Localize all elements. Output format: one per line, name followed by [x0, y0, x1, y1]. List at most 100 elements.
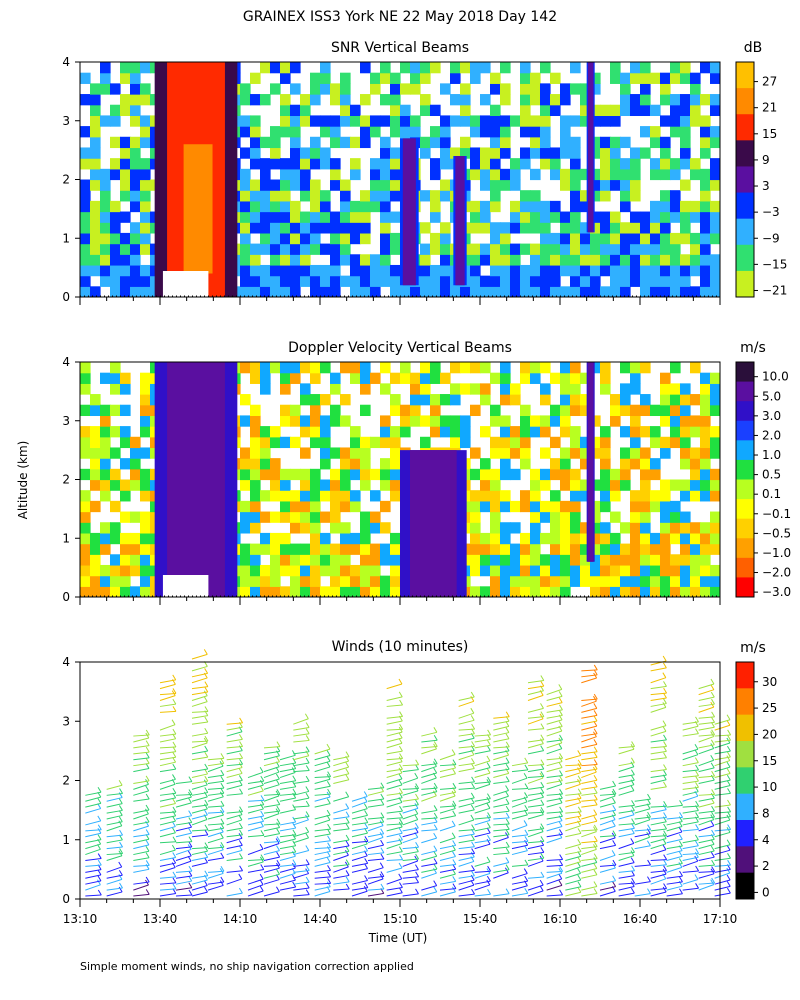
- wind-barb-shaft: [527, 685, 544, 690]
- wind-barb-flag: [305, 800, 310, 807]
- wind-barb-shaft: [527, 851, 544, 856]
- wind-barb-shaft: [474, 819, 491, 826]
- heatmap-cell: [570, 168, 581, 181]
- wind-barb-flag: [119, 829, 124, 836]
- wind-barb-shaft: [191, 750, 208, 755]
- heatmap-cell: [490, 511, 501, 523]
- wind-barb-shaft: [191, 834, 208, 838]
- heatmap-cell: [360, 479, 371, 491]
- heatmap-cell: [570, 158, 581, 170]
- wind-barb-flag: [559, 788, 564, 795]
- heatmap-cell: [660, 511, 671, 523]
- wind-barb-shaft: [474, 827, 491, 832]
- wind-barb-shaft: [682, 810, 699, 814]
- wind-barb-flag: [577, 868, 582, 874]
- wind-barb-shaft: [618, 814, 635, 820]
- heatmap-cell: [270, 436, 281, 449]
- wind-barb-shaft: [247, 869, 264, 873]
- wind-barb-flag: [726, 761, 731, 768]
- wind-barb-flag: [559, 866, 564, 872]
- wind-barb-flag: [593, 715, 598, 722]
- heatmap-cell: [290, 543, 301, 555]
- heatmap-cell: [560, 532, 571, 545]
- heatmap-cell: [370, 254, 381, 266]
- heatmap-cell: [490, 532, 501, 545]
- wind-barb-shaft: [402, 846, 419, 850]
- heatmap-cell: [500, 147, 511, 159]
- heatmap-cell: [520, 222, 531, 234]
- heatmap-cell: [290, 554, 301, 566]
- heatmap-cell: [130, 115, 141, 127]
- wind-barb-flag: [630, 881, 635, 887]
- wind-barb-shaft: [159, 811, 176, 814]
- wind-barb-shaft: [421, 777, 437, 784]
- heatmap-cell: [630, 254, 641, 266]
- heatmap-cell: [120, 136, 131, 149]
- heatmap-cell: [310, 490, 321, 502]
- wind-barb-shaft: [133, 881, 150, 885]
- wind-barb-flag: [345, 761, 350, 768]
- heatmap-cell: [470, 447, 481, 459]
- heatmap-cell: [290, 500, 301, 513]
- heatmap-cell: [600, 232, 611, 245]
- heatmap-cell: [520, 126, 531, 138]
- heatmap-cell: [130, 83, 141, 95]
- wind-barb-shaft: [263, 827, 280, 832]
- heatmap-cell: [280, 490, 291, 502]
- heatmap-cell: [280, 500, 291, 513]
- heatmap-cell: [140, 554, 151, 566]
- wind-barb-flag: [305, 865, 310, 871]
- wind-barb-shaft: [159, 849, 176, 856]
- heatmap-cell: [330, 158, 341, 170]
- heatmap-cell: [300, 554, 311, 566]
- wind-barb-shaft: [698, 850, 715, 856]
- wind-barb-shaft: [85, 832, 102, 838]
- wind-barb-shaft: [386, 742, 403, 749]
- heatmap-cell: [290, 179, 301, 191]
- heatmap-cell: [120, 94, 131, 106]
- heatmap-cell: [110, 500, 121, 513]
- wind-barb-flag: [695, 782, 699, 788]
- heatmap-cell: [340, 115, 351, 127]
- heatmap-cell: [130, 447, 141, 459]
- heatmap-cell: [670, 94, 681, 106]
- wind-barb-flag: [414, 814, 419, 820]
- heatmap-cell: [310, 394, 321, 406]
- y-tick-label: 4: [62, 55, 70, 69]
- heatmap-cell: [620, 94, 631, 106]
- heatmap-cell: [540, 136, 551, 149]
- wind-barb-shaft: [279, 780, 296, 784]
- heatmap-cell: [380, 415, 391, 427]
- wind-barb-flag: [524, 836, 529, 842]
- heatmap-cell: [370, 200, 381, 213]
- heatmap-cell: [120, 275, 131, 287]
- heatmap-cell: [580, 254, 591, 266]
- wind-barb-shaft: [421, 795, 437, 802]
- wind-barb-shaft: [458, 879, 475, 885]
- wind-barb-shaft: [421, 765, 437, 773]
- heatmap-cell: [280, 532, 291, 545]
- wind-barb-shaft: [293, 769, 310, 773]
- heatmap-cell: [630, 211, 641, 223]
- heatmap-cell: [290, 200, 301, 213]
- heatmap-cell: [450, 286, 461, 297]
- heatmap-cell: [450, 394, 461, 406]
- heatmap-cell: [430, 62, 441, 74]
- wind-barb-shaft: [618, 762, 635, 767]
- panel-title: SNR Vertical Beams: [331, 40, 469, 56]
- heatmap-cell: [100, 254, 111, 266]
- heatmap-cell: [90, 200, 101, 213]
- heatmap-cell: [290, 168, 301, 181]
- heatmap-cell: [620, 72, 631, 84]
- heatmap-cell: [540, 200, 551, 213]
- heatmap-cell: [140, 511, 151, 523]
- heatmap-cell: [80, 147, 91, 159]
- heatmap-cell: [290, 83, 301, 95]
- wind-barb-flag: [593, 809, 598, 815]
- heatmap-cell: [280, 158, 291, 170]
- wind-barb-shaft: [581, 733, 598, 737]
- heatmap-cell: [370, 586, 381, 597]
- heatmap-cell: [610, 490, 621, 502]
- wind-barb-shaft: [293, 831, 309, 838]
- wind-barb-flag: [631, 865, 636, 872]
